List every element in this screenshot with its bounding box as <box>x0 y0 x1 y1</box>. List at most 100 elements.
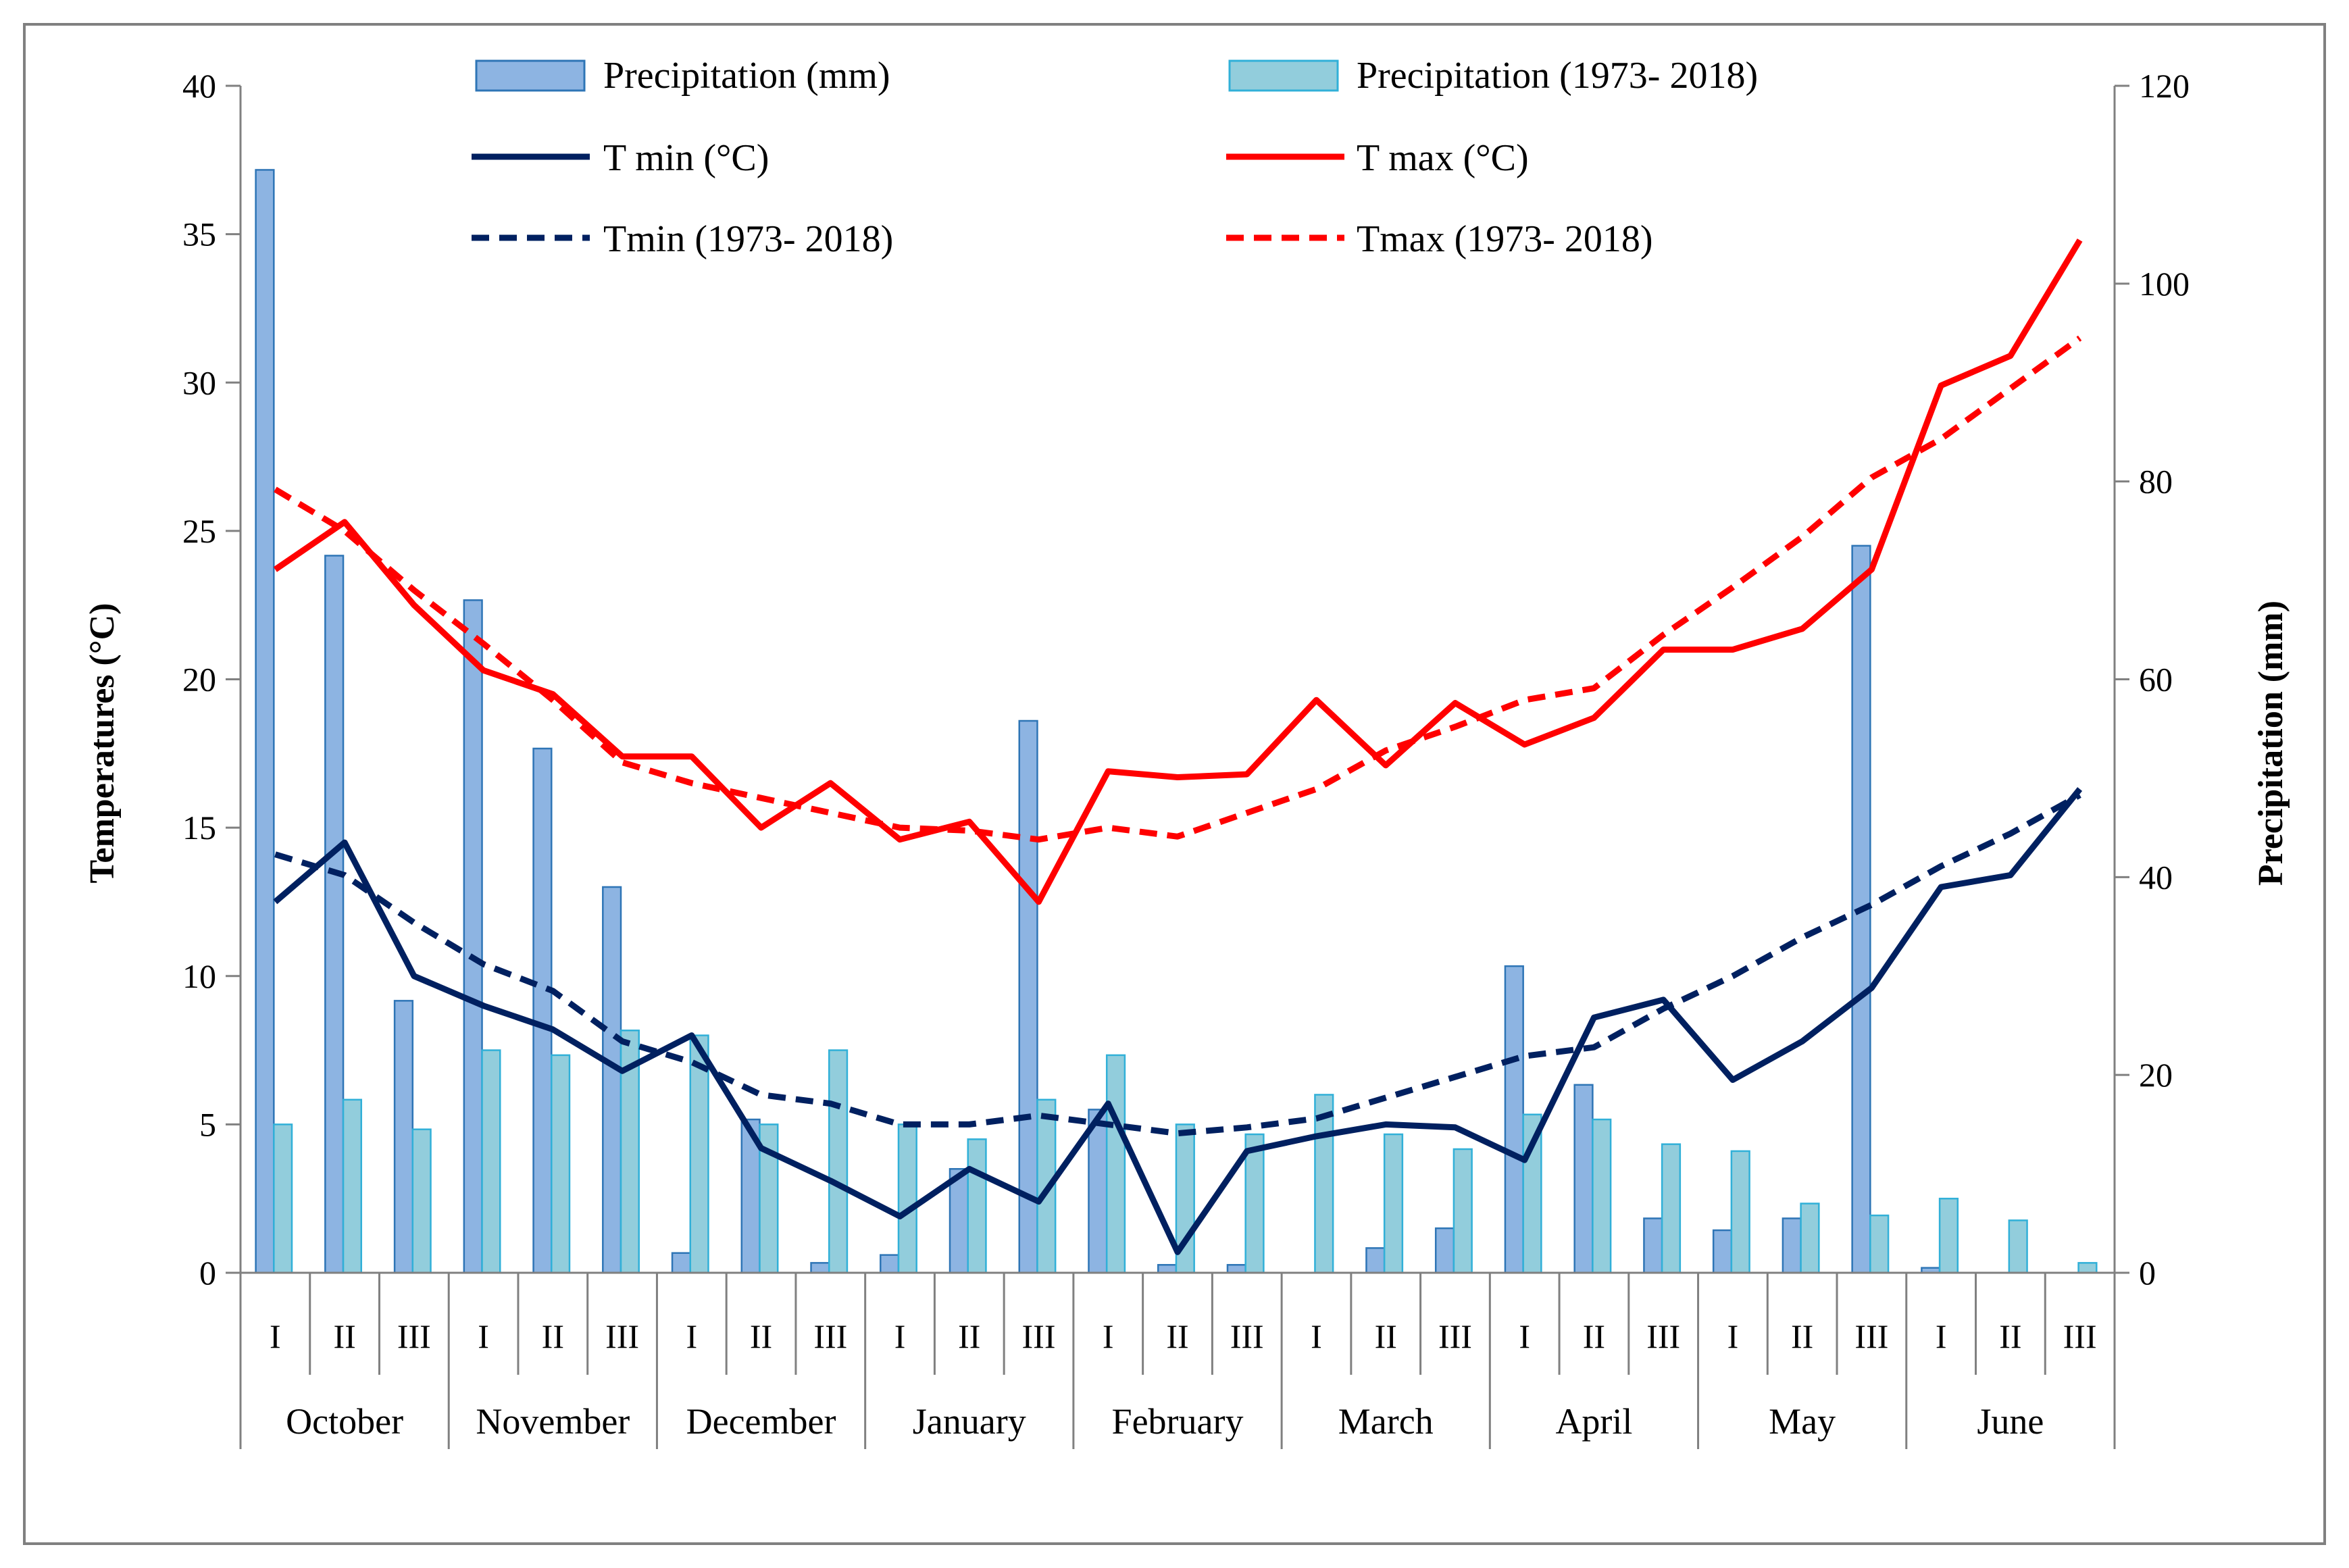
y-right-tick-label: 20 <box>2139 1056 2173 1094</box>
x-month-label: June <box>1977 1401 2044 1442</box>
bar-precipitation <box>949 1168 969 1274</box>
y-left-tick-label: 0 <box>199 1254 216 1292</box>
bar-precipitation <box>602 886 622 1274</box>
y-right-tick-labels: 0 20 40 60 80 100 120 <box>2139 67 2190 1292</box>
x-category-label: III <box>397 1317 431 1355</box>
y-right-tick-label: 120 <box>2139 67 2190 105</box>
x-category-label: II <box>1166 1317 1188 1355</box>
bar-precipitation <box>1573 1084 1594 1274</box>
bar-precipitation-1973-2018 <box>1730 1150 1750 1274</box>
y-right-tick-label: 80 <box>2139 463 2173 501</box>
x-category-label: I <box>1311 1317 1322 1355</box>
bar-precipitation <box>671 1252 692 1274</box>
bar-precipitation-1973-2018 <box>1383 1133 1404 1274</box>
x-category-label: III <box>1022 1317 1056 1355</box>
x-category-label: I <box>1519 1317 1530 1355</box>
bar-precipitation-1973-2018 <box>1938 1197 1959 1274</box>
bar-precipitation <box>1504 965 1524 1274</box>
x-month-label: April <box>1555 1401 1632 1442</box>
x-month-label: December <box>686 1401 836 1442</box>
x-category-label: III <box>1854 1317 1888 1355</box>
bar-marks <box>255 169 2098 1274</box>
x-category-label: II <box>1999 1317 2021 1355</box>
chart-frame <box>23 23 2326 1545</box>
x-category-label: II <box>750 1317 772 1355</box>
x-category-label: I <box>686 1317 697 1355</box>
bar-precipitation-1973-2018 <box>1453 1148 1473 1274</box>
bar-precipitation-1973-2018 <box>481 1049 501 1274</box>
legend: Precipitation (mm) Precipitation (1973- … <box>472 55 1758 260</box>
x-month-label: February <box>1112 1401 1244 1442</box>
bar-precipitation <box>810 1262 830 1274</box>
x-category-label: II <box>1583 1317 1605 1355</box>
y-left-tick-label: 20 <box>182 661 216 699</box>
x-category-label: I <box>1727 1317 1739 1355</box>
y-left-tick-label: 40 <box>182 67 216 105</box>
bar-precipitation <box>463 599 483 1274</box>
bar-precipitation <box>393 1000 414 1274</box>
x-category-label: I <box>894 1317 906 1355</box>
x-category-label: III <box>2063 1317 2097 1355</box>
x-month-label: November <box>476 1401 630 1442</box>
bar-precipitation <box>1782 1217 1802 1274</box>
y-right-tick-label: 40 <box>2139 858 2173 896</box>
bar-precipitation <box>1088 1109 1108 1274</box>
x-month-label: October <box>286 1401 403 1442</box>
bar-precipitation-1973-2018 <box>2008 1219 2028 1274</box>
bar-precipitation-1973-2018 <box>967 1138 987 1274</box>
x-month-label: March <box>1338 1401 1434 1442</box>
bar-precipitation-1973-2018 <box>1869 1214 1890 1274</box>
x-category-label: I <box>1936 1317 1947 1355</box>
bar-precipitation <box>1365 1247 1386 1274</box>
legend-label-tmin-hist: Tmin (1973- 2018) <box>603 218 893 260</box>
y-left-tick-label: 10 <box>182 957 216 995</box>
x-category-label: III <box>813 1317 847 1355</box>
bar-precipitation <box>1157 1264 1178 1274</box>
x-category-label: III <box>605 1317 639 1355</box>
bar-precipitation-1973-2018 <box>828 1049 849 1274</box>
bar-precipitation-1973-2018 <box>1105 1054 1126 1274</box>
x-category-label: I <box>478 1317 489 1355</box>
x-category-label: III <box>1230 1317 1264 1355</box>
y-right-tick-label: 100 <box>2139 265 2190 303</box>
x-category-labels: I II III I II III I II III I II III I II III I II III I II I… <box>270 1317 2097 1355</box>
y-left-tick-label: 25 <box>182 512 216 550</box>
bar-precipitation-1973-2018 <box>1244 1133 1265 1274</box>
legend-label-tmax-hist: Tmax (1973- 2018) <box>1357 218 1653 260</box>
bar-precipitation <box>1712 1229 1733 1274</box>
bar-precipitation <box>255 169 275 1274</box>
x-category-label: III <box>1646 1317 1680 1355</box>
legend-label-tmin: T min (°C) <box>603 137 769 179</box>
bar-precipitation <box>880 1254 900 1274</box>
line-marks <box>273 238 2083 1255</box>
bar-precipitation-1973-2018 <box>897 1123 917 1274</box>
x-category-label: I <box>270 1317 281 1355</box>
legend-label-precip-hist: Precipitation (1973- 2018) <box>1357 55 1758 97</box>
y-left-tick-label: 15 <box>182 809 216 846</box>
y-right-tick-label: 0 <box>2139 1254 2156 1292</box>
bar-precipitation <box>1226 1264 1246 1274</box>
x-month-label: January <box>913 1401 1026 1442</box>
x-category-label: II <box>333 1317 355 1355</box>
bar-precipitation-1973-2018 <box>342 1098 363 1274</box>
y-right-tick-label: 60 <box>2139 661 2173 699</box>
bar-precipitation <box>532 747 553 1274</box>
y-left-tick-label: 30 <box>182 363 216 401</box>
x-category-label: I <box>1103 1317 1114 1355</box>
x-category-label: II <box>958 1317 980 1355</box>
y-right-axis-title: Precipitation (mm) <box>2252 601 2290 886</box>
line-tmax-1973-2018 <box>274 335 2082 843</box>
bar-precipitation-1973-2018 <box>1314 1094 1334 1274</box>
y-left-tick-label: 35 <box>182 216 216 253</box>
line-tmin-1973-2018 <box>274 792 2081 1137</box>
legend-swatch-precip <box>475 59 586 92</box>
bar-precipitation-1973-2018 <box>2077 1262 2098 1274</box>
bar-precipitation-1973-2018 <box>1800 1203 1820 1274</box>
bar-precipitation <box>1643 1217 1663 1274</box>
y-left-axis-title: Temperatures (°C) <box>83 603 122 883</box>
x-category-label: II <box>1375 1317 1397 1355</box>
bar-precipitation-1973-2018 <box>1592 1118 1612 1274</box>
bar-precipitation-1973-2018 <box>411 1128 432 1274</box>
y-left-tick-labels: 0 5 10 15 20 25 30 35 40 <box>182 67 216 1292</box>
